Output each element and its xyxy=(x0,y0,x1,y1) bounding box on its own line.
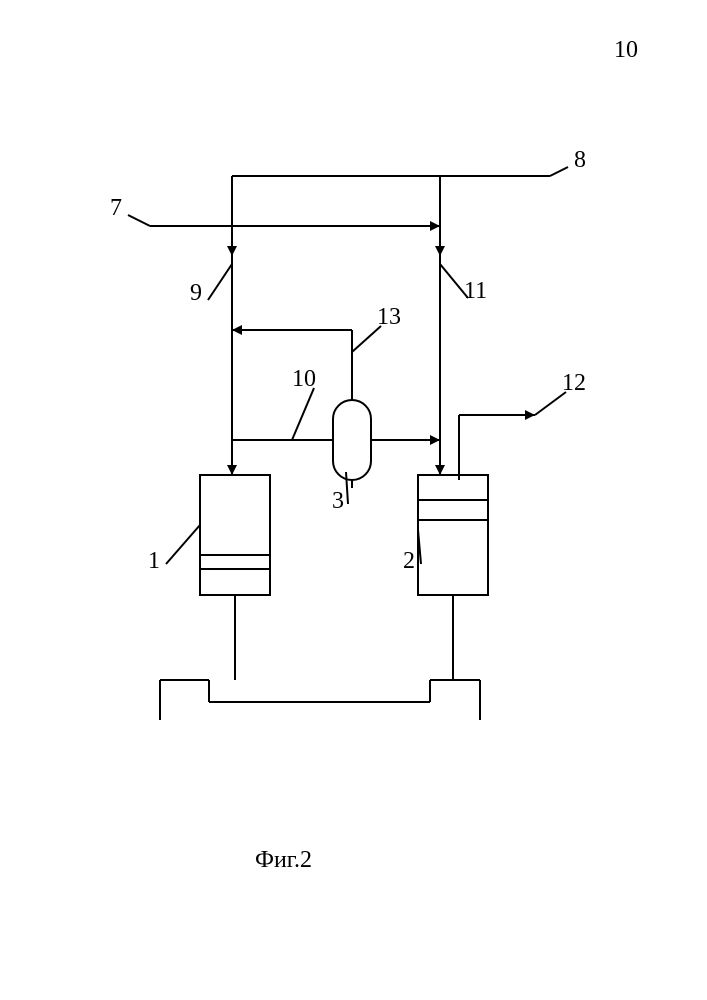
label-13: 13 xyxy=(377,304,401,331)
label-10: 10 xyxy=(292,366,316,393)
label-1: 1 xyxy=(148,548,160,575)
label-11: 11 xyxy=(464,278,487,305)
label-8: 8 xyxy=(574,147,586,174)
label-12: 12 xyxy=(562,370,586,397)
label-7: 7 xyxy=(110,195,122,222)
schematic-svg xyxy=(0,0,707,1000)
figure-caption: Фиг.2 xyxy=(255,847,312,874)
page-number: 10 xyxy=(614,37,638,64)
label-3: 3 xyxy=(332,488,344,515)
label-9: 9 xyxy=(190,280,202,307)
label-2: 2 xyxy=(403,548,415,575)
